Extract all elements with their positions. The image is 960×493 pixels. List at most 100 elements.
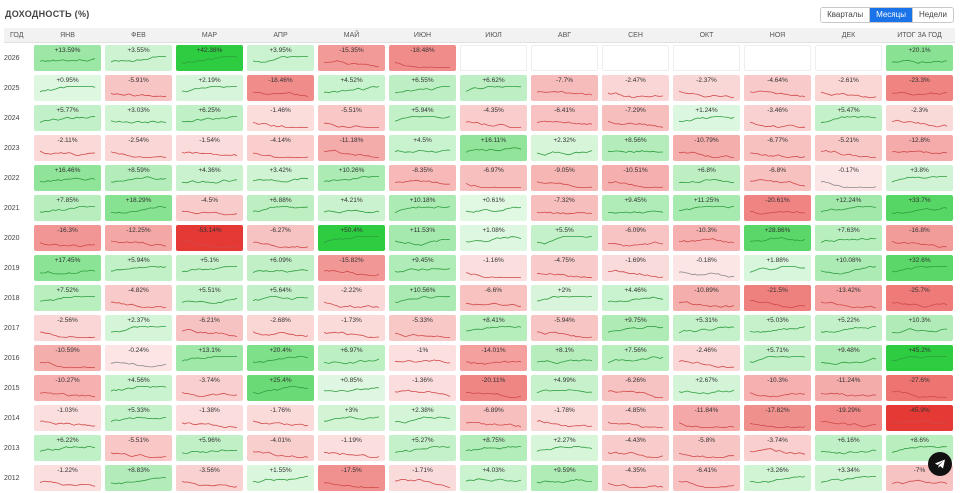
return-box[interactable]: -5.51% [318,105,385,131]
return-box[interactable]: +5.33% [105,405,172,431]
return-box[interactable]: -4.14% [247,135,314,161]
total-return-box[interactable]: -16.8% [886,225,953,251]
return-box[interactable]: -10.3% [744,375,811,401]
return-box[interactable]: -17.5% [318,465,385,491]
total-return-box[interactable]: +33.7% [886,195,953,221]
return-box[interactable]: +10.56% [389,285,456,311]
return-box[interactable]: +3% [318,405,385,431]
return-box[interactable]: +8.1% [531,345,598,371]
return-box[interactable]: +42.38% [176,45,243,71]
return-box[interactable]: +20.4% [247,345,314,371]
return-box[interactable]: +6.09% [247,255,314,281]
toggle-quarters-button[interactable]: Кварталы [821,8,870,22]
telegram-button[interactable] [928,452,952,476]
return-box[interactable]: -3.56% [176,465,243,491]
return-box[interactable]: -0.18% [673,255,740,281]
return-box[interactable]: +5.47% [815,105,882,131]
total-return-box[interactable]: +8.6% [886,435,953,461]
return-box[interactable]: +3.34% [815,465,882,491]
return-box[interactable]: +13.1% [176,345,243,371]
return-box[interactable]: +3.95% [247,45,314,71]
return-box[interactable]: +3.42% [247,165,314,191]
return-box[interactable]: -4.82% [105,285,172,311]
return-box[interactable]: +2.19% [176,75,243,101]
return-box[interactable]: -0.17% [815,165,882,191]
total-return-box[interactable]: -12.8% [886,135,953,161]
return-box[interactable]: +4.56% [105,375,172,401]
return-box[interactable]: -10.51% [602,165,669,191]
return-box[interactable]: +5.94% [105,255,172,281]
return-box[interactable]: -10.59% [34,345,101,371]
return-box[interactable]: +5.51% [176,285,243,311]
return-box[interactable]: +3.55% [105,45,172,71]
total-return-box[interactable]: +10.3% [886,315,953,341]
return-box[interactable]: -2.37% [673,75,740,101]
return-box[interactable]: +18.29% [105,195,172,221]
return-box[interactable]: -1.16% [460,255,527,281]
return-box[interactable]: -2.46% [673,345,740,371]
return-box[interactable]: -7.32% [531,195,598,221]
return-box[interactable]: +2.67% [673,375,740,401]
return-box[interactable]: +10.08% [815,255,882,281]
return-box[interactable]: +6.16% [815,435,882,461]
total-return-box[interactable]: -2.3% [886,105,953,131]
return-box[interactable]: +5.31% [673,315,740,341]
return-box[interactable]: -1.69% [602,255,669,281]
return-box[interactable]: +8.56% [602,135,669,161]
return-box[interactable]: -2.56% [34,315,101,341]
return-box[interactable]: +8.75% [460,435,527,461]
toggle-months-button[interactable]: Месяцы [869,8,912,22]
return-box[interactable]: -6.8% [744,165,811,191]
return-box[interactable]: -2.22% [318,285,385,311]
return-box[interactable]: -12.25% [105,225,172,251]
return-box[interactable]: -2.68% [247,315,314,341]
return-box[interactable]: +12.24% [815,195,882,221]
return-box[interactable]: -5.91% [105,75,172,101]
total-return-box[interactable]: +20.1% [886,45,953,71]
return-box[interactable]: +5.5% [531,225,598,251]
return-box[interactable]: -6.89% [460,405,527,431]
return-box[interactable]: +5.96% [176,435,243,461]
return-box[interactable]: +6.97% [318,345,385,371]
return-box[interactable]: -6.77% [744,135,811,161]
return-box[interactable]: -1.19% [318,435,385,461]
return-box[interactable]: -14.01% [460,345,527,371]
return-box[interactable]: -11.18% [318,135,385,161]
return-box[interactable]: +4.03% [460,465,527,491]
return-box[interactable]: +2.38% [389,405,456,431]
return-box[interactable]: -8.35% [389,165,456,191]
return-box[interactable]: -1.03% [34,405,101,431]
return-box[interactable]: +4.99% [531,375,598,401]
return-box[interactable]: +8.41% [460,315,527,341]
return-box[interactable]: +7.85% [34,195,101,221]
return-box[interactable]: -20.11% [460,375,527,401]
return-box[interactable]: -7.29% [602,105,669,131]
return-box[interactable]: -1.54% [176,135,243,161]
return-box[interactable]: +4.21% [318,195,385,221]
return-box[interactable]: -1.73% [318,315,385,341]
return-box[interactable]: -17.82% [744,405,811,431]
return-box[interactable]: -15.82% [318,255,385,281]
return-box[interactable]: +2.27% [531,435,598,461]
return-box[interactable]: +8.59% [105,165,172,191]
return-box[interactable]: +9.45% [389,255,456,281]
return-box[interactable]: -1.76% [247,405,314,431]
return-box[interactable]: +13.59% [34,45,101,71]
return-box[interactable]: +1.55% [247,465,314,491]
return-box[interactable]: -4.85% [602,405,669,431]
total-return-box[interactable]: +32.6% [886,255,953,281]
return-box[interactable]: +4.46% [602,285,669,311]
return-box[interactable]: +4.5% [389,135,456,161]
return-box[interactable]: +0.85% [318,375,385,401]
return-box[interactable]: +5.94% [389,105,456,131]
return-box[interactable]: -18.46% [247,75,314,101]
return-box[interactable]: -4.43% [602,435,669,461]
return-box[interactable]: +0.95% [34,75,101,101]
return-box[interactable]: -2.61% [815,75,882,101]
return-box[interactable]: +4.36% [176,165,243,191]
return-box[interactable]: -6.41% [673,465,740,491]
return-box[interactable]: +4.52% [318,75,385,101]
return-box[interactable]: +16.11% [460,135,527,161]
return-box[interactable]: +9.59% [531,465,598,491]
return-box[interactable]: -1.71% [389,465,456,491]
